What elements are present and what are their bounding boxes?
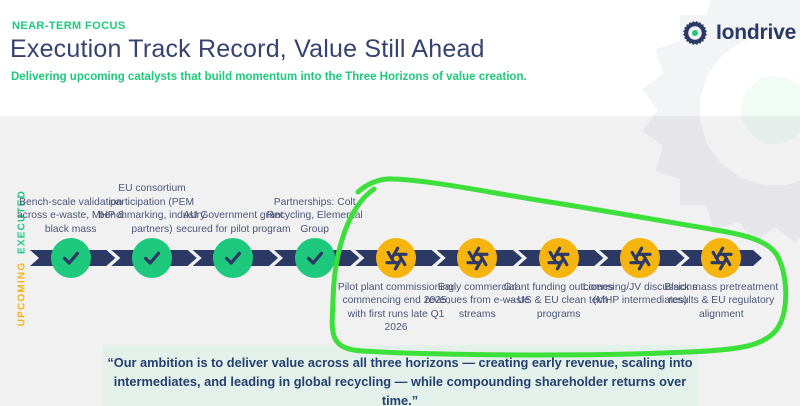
page-title: Execution Track Record, Value Still Ahea… [10,35,485,63]
check-icon [132,238,172,278]
milestone-item: Bench-scale validation across e-waste, M… [12,0,130,406]
aperture-icon [538,238,579,278]
aperture-icon [457,238,498,278]
milestone-text: EU consortium participation (PEM benchma… [98,183,206,235]
milestone-text: Black mass pretreatment results & EU reg… [664,282,779,320]
aperture-icon [376,238,416,278]
aperture-icon [620,238,660,278]
check-icon [213,238,254,278]
milestone-item: Black mass pretreatment results & EU reg… [662,0,780,406]
milestone-text: AU Government grant secured for pilot pr… [176,210,291,235]
quote-text: “Our ambition is to deliver value across… [107,355,693,406]
logo-wordmark: Iondrive [716,21,797,44]
milestone-item: Partnerships: Colt Recycling, Elemental … [256,0,374,406]
milestone-item: AU Government grant secured for pilot pr… [174,0,292,406]
milestone-item: EU consortium participation (PEM benchma… [93,0,211,406]
check-icon [50,238,91,278]
kicker-label: NEAR-TERM FOCUS [12,20,126,32]
check-icon [294,238,335,278]
milestone-text: Partnerships: Colt Recycling, Elemental … [266,196,363,235]
milestone-text: Bench-scale validation across e-waste, M… [16,196,125,235]
page-subtitle: Delivering upcoming catalysts that build… [11,71,527,83]
company-logo: Iondrive [677,15,796,51]
aperture-icon [701,238,742,278]
